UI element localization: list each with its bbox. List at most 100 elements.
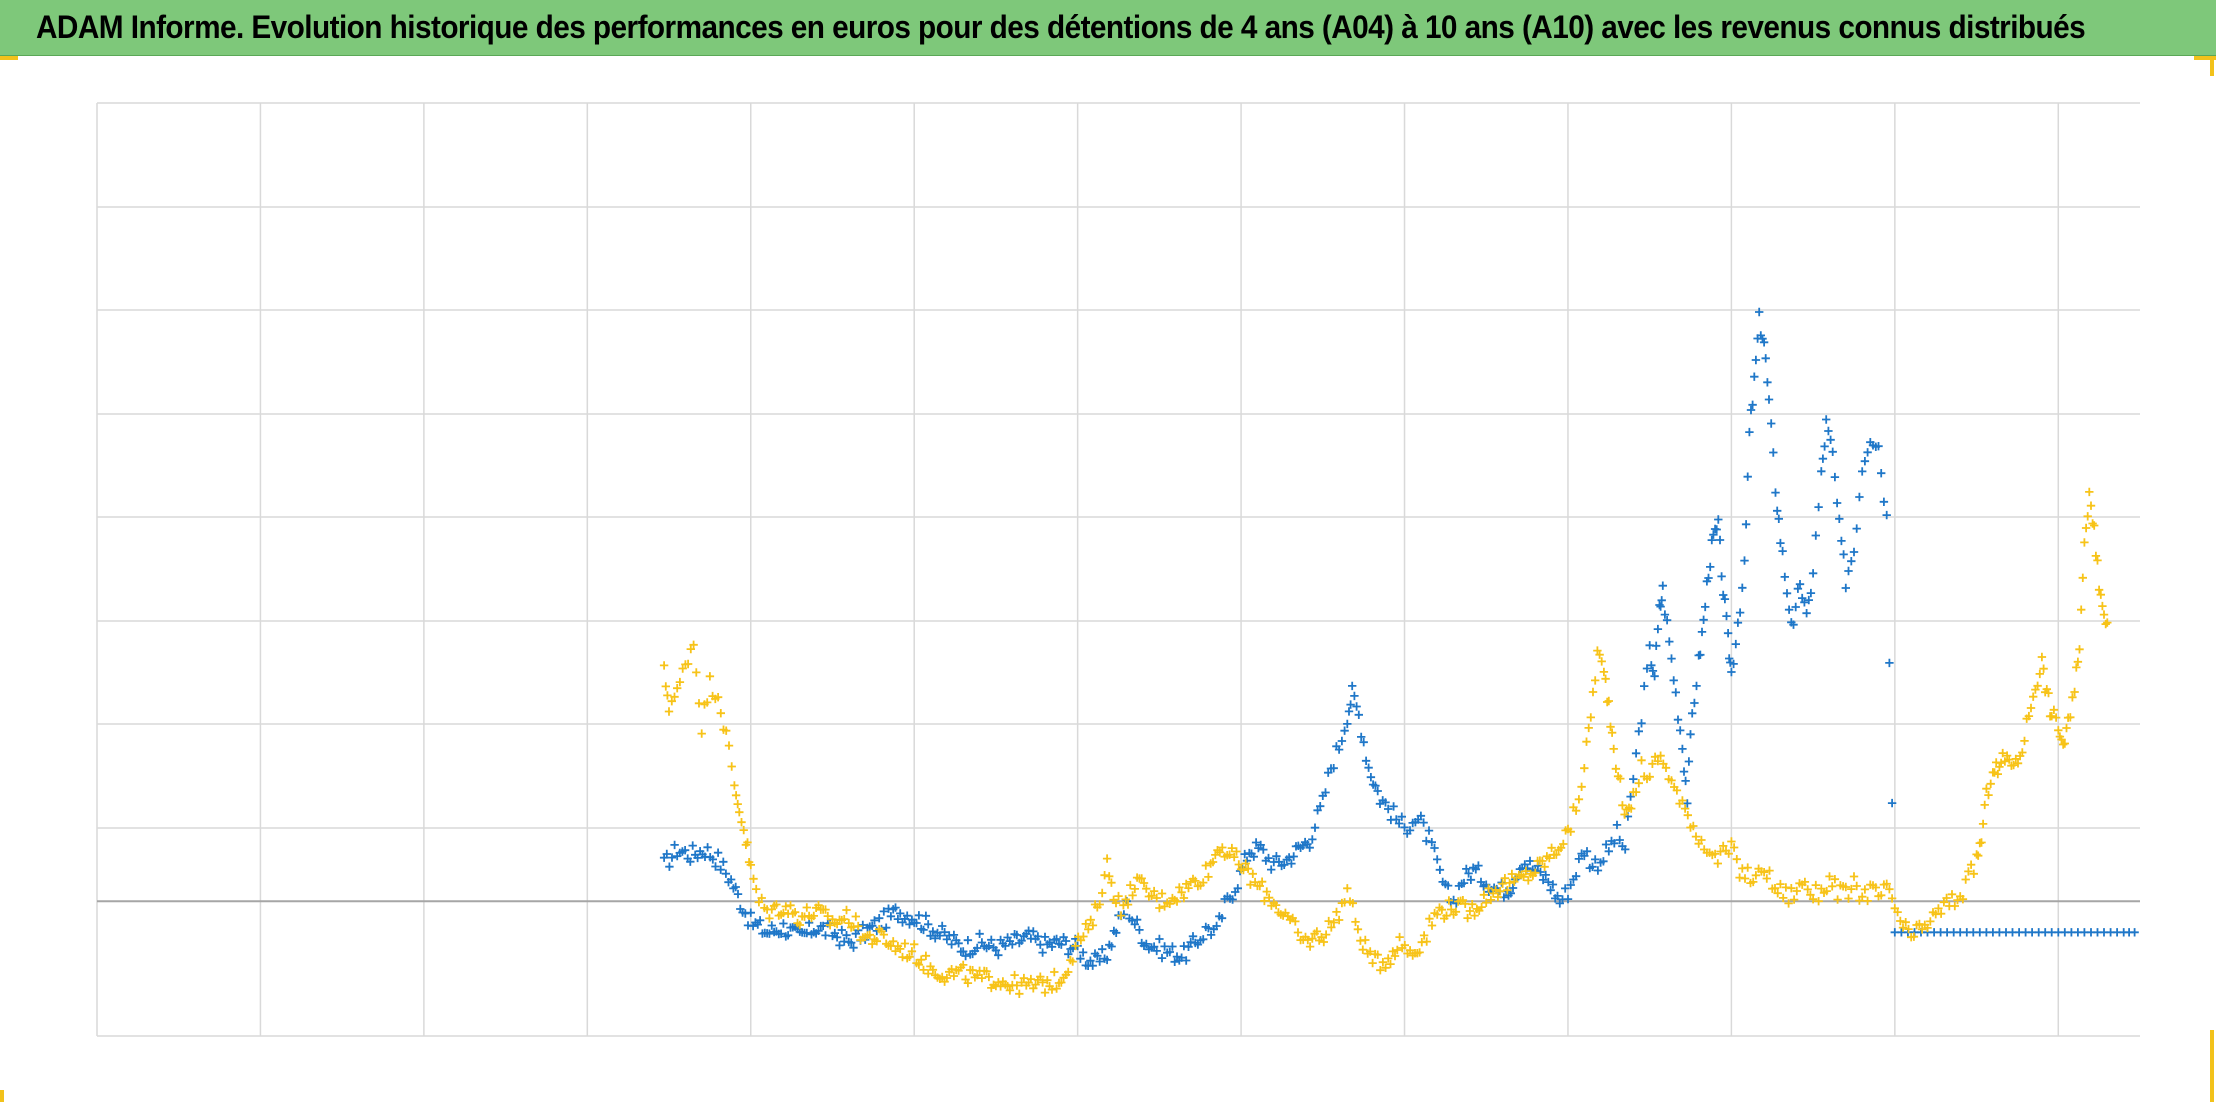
data-point [1879, 497, 1889, 506]
data-point [882, 923, 891, 932]
data-point [1802, 609, 1811, 618]
data-point [1327, 923, 1336, 932]
data-point [1459, 878, 1469, 888]
data-point [1463, 913, 1472, 923]
data-point [722, 726, 731, 735]
data-point [716, 709, 725, 718]
data-point [743, 838, 752, 847]
data-point [2081, 523, 2091, 533]
data-point [1201, 861, 1210, 870]
data-point [1615, 835, 1624, 845]
data-point [1808, 895, 1818, 904]
data-point [2090, 521, 2099, 530]
data-point [737, 818, 746, 827]
data-point [1552, 850, 1561, 859]
data-point [875, 914, 884, 923]
data-point [1357, 732, 1366, 742]
data-point [1688, 709, 1697, 718]
data-point [1321, 930, 1331, 939]
data-point [667, 853, 677, 862]
data-point [1366, 947, 1375, 956]
data-point [680, 846, 690, 855]
data-point [1601, 674, 1610, 683]
data-point [2103, 618, 2112, 627]
data-point [711, 862, 720, 871]
data-point [1634, 779, 1643, 788]
data-point [954, 939, 963, 948]
data-point [1225, 850, 1234, 859]
data-point [1995, 762, 2004, 772]
data-point [1433, 855, 1442, 864]
data-point [891, 903, 900, 912]
data-point [1040, 932, 1050, 942]
data-point [2066, 713, 2075, 722]
data-point [1390, 951, 1400, 961]
data-point [1863, 448, 1872, 457]
data-point [716, 865, 725, 874]
data-point [1112, 928, 1121, 937]
data-point [1642, 664, 1652, 673]
data-point [1566, 827, 1575, 836]
data-point [1740, 874, 1750, 883]
data-point [1425, 914, 1434, 923]
data-point [1778, 546, 1787, 556]
data-point [776, 929, 786, 938]
data-point [1486, 895, 1496, 905]
data-point [1191, 876, 1200, 886]
data-point [1686, 730, 1695, 739]
data-point [1653, 756, 1663, 766]
data-point [1806, 890, 1815, 899]
data-point [1484, 884, 1493, 893]
data-point [2049, 705, 2059, 714]
data-point [1447, 905, 1456, 914]
data-point [1660, 610, 1670, 619]
data-point [1761, 354, 1770, 363]
data-point [2099, 610, 2109, 619]
data-point [1029, 927, 1038, 936]
data-point [914, 960, 924, 969]
data-point [1773, 506, 1782, 515]
data-point [1232, 847, 1241, 856]
data-point [1793, 584, 1803, 593]
data-point [1818, 454, 1828, 463]
gridlines [96, 102, 2140, 1037]
data-point [1348, 681, 1357, 691]
data-point [973, 943, 982, 953]
data-point [984, 941, 994, 951]
data-point [1155, 903, 1164, 913]
data-point [2000, 757, 2010, 766]
data-point [1882, 879, 1891, 888]
data-point [1770, 884, 1780, 893]
data-point [1107, 942, 1116, 951]
data-point [1826, 435, 1835, 444]
data-point [1344, 707, 1354, 716]
data-point [1699, 615, 1708, 624]
data-point [1887, 894, 1897, 903]
data-point [1611, 764, 1621, 773]
data-point [987, 935, 996, 944]
data-point [1656, 751, 1665, 760]
data-point [1234, 860, 1243, 869]
data-point [1763, 378, 1772, 387]
data-point [973, 970, 982, 980]
data-point [2080, 538, 2089, 547]
data-point [900, 939, 910, 948]
data-point [1400, 941, 1409, 950]
corner-mark-top-right [2194, 56, 2216, 60]
data-point [840, 915, 849, 924]
data-point [1591, 855, 1600, 864]
data-point [1723, 629, 1733, 638]
data-point [1047, 985, 1057, 994]
data-point [1177, 888, 1186, 897]
data-point [1731, 639, 1740, 649]
data-point [1147, 891, 1156, 900]
data-point [1503, 886, 1512, 895]
data-point [1609, 744, 1618, 754]
data-point [1901, 918, 1910, 927]
data-point [1468, 900, 1477, 909]
data-point [1366, 773, 1376, 782]
data-point [1033, 932, 1043, 941]
data-point [1316, 802, 1325, 811]
data-point [994, 951, 1003, 960]
data-point [1673, 715, 1683, 724]
